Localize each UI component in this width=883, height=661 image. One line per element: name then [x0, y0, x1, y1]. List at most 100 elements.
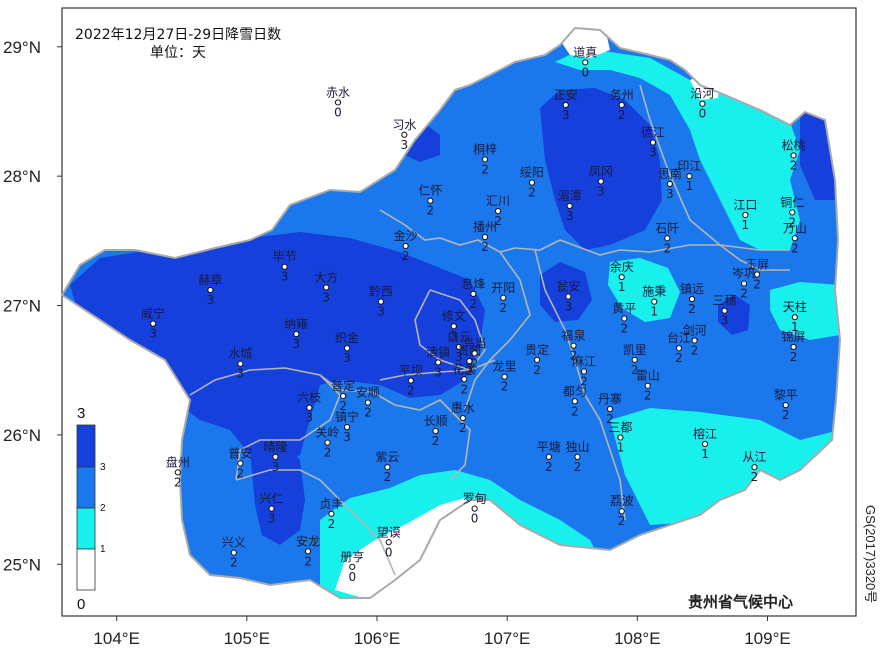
border-bijie-guiyang [379, 289, 486, 381]
station-dot [790, 343, 797, 351]
lon-tick-label: 107°E [484, 629, 531, 648]
station-name: 余庆 [610, 259, 634, 274]
legend-tick-1: 1 [100, 544, 106, 555]
station-value: 2 [570, 349, 578, 363]
region-1-days-tianzhu [770, 282, 840, 340]
station-dot [340, 392, 347, 400]
station-marker: 黔西 3 [369, 284, 393, 319]
region-3-days-south [250, 440, 305, 545]
station-value: 2 [501, 380, 509, 394]
station-name: 册亨 [340, 549, 364, 564]
legend-bottom-label: 0 [77, 596, 85, 613]
station-dot [237, 360, 244, 367]
station-value: 2 [402, 249, 410, 263]
station-value: 2 [533, 363, 541, 377]
station-name: 贵定 [525, 342, 549, 357]
border-guiyang-inner [414, 289, 496, 371]
station-name: 开阳 [491, 281, 515, 295]
station-name: 独山 [565, 440, 589, 454]
prefecture-borders [189, 84, 790, 576]
station-dot [343, 424, 351, 431]
station-value: 2 [328, 517, 336, 531]
station-value: 3 [434, 365, 442, 379]
station-value: 3 [597, 184, 605, 198]
station-name: 施秉 [642, 285, 666, 299]
station-value: 2 [481, 162, 489, 176]
station-value: 2 [631, 363, 639, 377]
station-name: 镇宁 [335, 409, 359, 424]
station-dot [562, 101, 569, 109]
station-value: 2 [174, 475, 182, 489]
map-approval-code: GS(2017)3320号 [863, 505, 878, 603]
station-value: 1 [686, 179, 694, 193]
station-dot [617, 434, 624, 441]
station-value: 2 [618, 514, 626, 528]
station-marker: 播州 2 [473, 220, 497, 254]
lon-tick-label: 109°E [744, 629, 791, 648]
station-marker: 息烽 2 [461, 276, 485, 311]
station-dot [651, 298, 658, 305]
station-dot [686, 173, 693, 180]
station-marker: 道真 0 [573, 45, 597, 79]
station-marker: 汇川 2 [486, 194, 510, 228]
station-dot [150, 320, 157, 327]
station-marker: 沿河 0 [690, 87, 714, 121]
station-name: 德江 [641, 125, 665, 140]
station-value: 2 [364, 406, 372, 420]
station-name: 瓮安 [556, 278, 580, 293]
station-name: 长顺 [424, 414, 448, 428]
station-name: 平塘 [537, 439, 561, 454]
station-marker: 望谟 0 [377, 525, 401, 559]
station-dot [666, 180, 673, 188]
station-dot [644, 382, 651, 389]
station-name: 正安 [554, 87, 578, 102]
station-dot [401, 131, 408, 138]
station-value: 2 [663, 241, 671, 255]
station-marker: 修文 3 [442, 308, 466, 343]
station-value: 2 [740, 287, 748, 301]
station-value: 3 [565, 299, 573, 313]
station-name: 沿河 [690, 87, 714, 101]
station-marker: 六枝 3 [297, 390, 321, 425]
station-dot [304, 548, 312, 555]
station-dot [582, 59, 589, 66]
station-marker: 惠水 2 [451, 401, 475, 435]
station-value: 2 [675, 351, 683, 365]
station-value: 2 [644, 389, 652, 403]
station-name: 石阡 [655, 220, 679, 235]
station-dot [435, 359, 442, 366]
station-marker: 兴仁 3 [260, 492, 284, 526]
station-dot [237, 460, 244, 467]
station-value: 0 [699, 107, 707, 121]
station-dot [432, 427, 439, 435]
station-name: 黄平 [612, 301, 636, 315]
station-dot [571, 398, 578, 405]
station-dot [721, 307, 728, 314]
station-dot [494, 207, 502, 215]
station-value: 2 [384, 470, 392, 484]
station-dot [545, 453, 552, 460]
station-value: 2 [606, 412, 614, 426]
station-dot [385, 539, 392, 546]
station-value: 2 [499, 301, 507, 315]
station-marker: 荔波 2 [610, 494, 634, 528]
station-dot [230, 549, 237, 556]
station-marker: 从江 2 [742, 450, 766, 484]
station-marker: 松桃 2 [782, 137, 806, 172]
station-marker: 三穗 3 [713, 294, 737, 328]
station-value: 1 [701, 447, 709, 461]
station-marker: 铜仁 2 [780, 194, 804, 229]
station-value: 3 [305, 411, 313, 425]
station-name: 福泉 [562, 328, 586, 343]
station-marker: 开阳 2 [491, 281, 515, 315]
station-marker: 凯里 2 [623, 343, 647, 377]
station-name: 水城 [228, 347, 252, 361]
legend-swatch-3 [76, 424, 96, 468]
station-value: 3 [207, 293, 215, 307]
station-marker: 关岭 2 [316, 426, 340, 460]
station-dot [631, 356, 638, 363]
lat-tick-label: 29°N [3, 38, 41, 57]
station-value: 2 [528, 186, 536, 200]
station-dot [618, 508, 625, 515]
station-value: 1 [618, 280, 626, 294]
